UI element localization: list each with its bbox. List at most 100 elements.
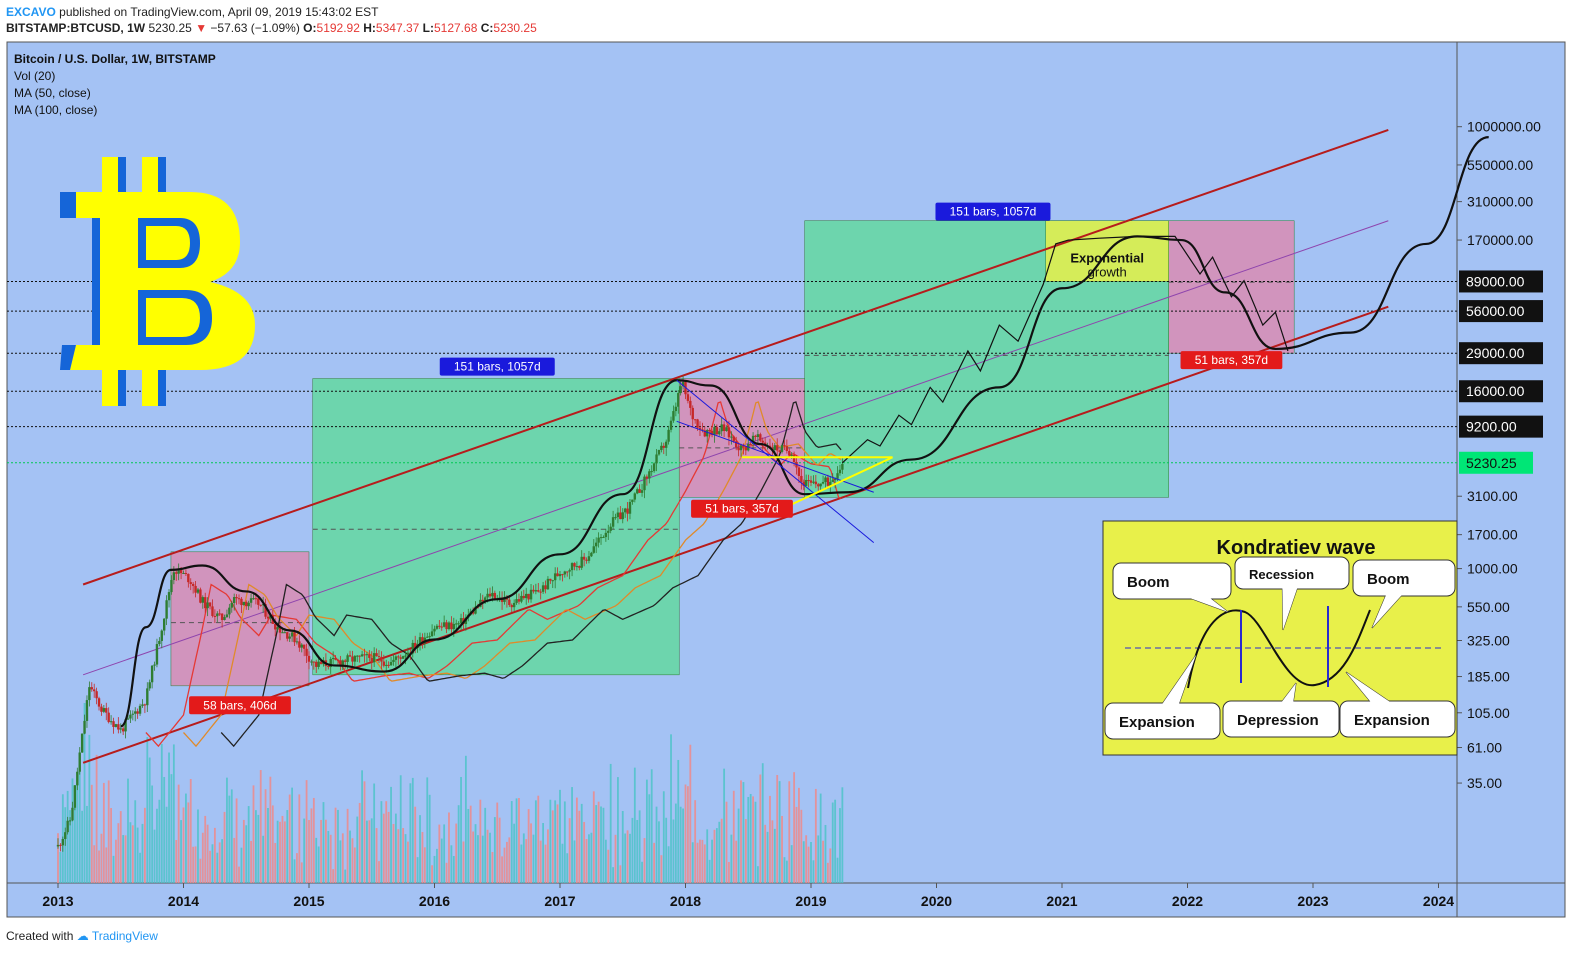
volume-bar [317,846,320,883]
candle-body [563,571,567,575]
candle-body [780,445,784,452]
volume-bar [631,817,634,883]
candle-body [541,585,545,592]
volume-bar [489,832,491,883]
candle-body [824,477,827,482]
candle-body [194,585,197,593]
candle-body [561,574,564,576]
candle-body [348,655,352,657]
candle-body [681,382,685,387]
volume-bar [368,820,371,883]
candle-body [650,471,653,473]
volume-bar [793,772,796,883]
candle-body [814,481,818,485]
candle-body [696,419,699,428]
volume-bar [404,834,407,883]
candle-body [66,820,69,833]
volume-bar [445,862,448,883]
volume-bar [276,820,279,883]
legend-ma50[interactable]: MA (50, close) [14,86,91,100]
candle-body [544,585,547,590]
candle-body [109,721,113,723]
volume-bar [431,865,433,883]
volume-bar [436,848,438,883]
volume-bar [744,819,747,883]
volume-bar [824,824,827,883]
candle-body [587,556,591,561]
candle-body [353,655,357,662]
candle-body [276,627,279,630]
volume-bar [122,835,125,883]
candle-body [126,718,130,720]
volume-bar [503,847,506,883]
volume-bar [742,782,745,883]
volume-bar [119,811,122,883]
volume-bar [259,770,262,883]
candle-body [582,556,586,560]
candle-body [713,427,716,436]
range-label-box [439,357,555,376]
volume-bar [341,833,344,883]
candle-body [744,446,748,451]
volume-bar [134,800,137,883]
volume-bar [580,803,583,883]
volume-bar [392,824,395,883]
candle-body [399,657,402,659]
author-link[interactable]: EXCAVO [6,5,56,19]
x-tick-label: 2015 [293,893,324,909]
candle-body [532,589,535,592]
candle-body [182,573,185,575]
volume-bar [798,787,800,883]
candle-body [510,605,513,608]
legend-vol[interactable]: Vol (20) [14,69,55,83]
volume-bar [267,808,269,883]
candle-body [117,724,120,730]
volume-bar [168,752,170,883]
candle-body [356,655,359,657]
volume-bar [76,772,79,883]
volume-bar [518,797,520,883]
volume-bar [474,824,477,883]
volume-bar [568,818,571,883]
volume-bar [677,759,680,883]
volume-bar [464,755,467,883]
tradingview-link[interactable]: TradingView [91,929,158,943]
candle-body [730,436,733,438]
legend-ma100[interactable]: MA (100, close) [14,103,97,117]
candle-body [631,499,634,502]
bubble-label-expansion: Expansion [1119,714,1195,731]
bubble-pointer-fill [1372,572,1413,628]
candle-body [370,657,373,663]
volume-bar [139,852,141,883]
volume-bar [303,818,306,883]
candle-body [223,617,226,621]
volume-bar [486,829,489,883]
bubble-label-depression: Depression [1237,712,1319,729]
candle-body [701,429,704,431]
trendline-down-1 [676,379,875,544]
candle-body [737,447,740,451]
time-axis-panel[interactable] [7,883,1565,917]
volume-bar [491,851,494,883]
volume-bar [366,820,368,883]
candle-body [100,706,103,712]
candle-body [829,481,832,486]
volume-bar [315,837,318,883]
volume-bar [334,807,337,883]
chart-legend[interactable]: Bitcoin / U.S. Dollar, 1W, BITSTAMP Vol … [14,52,216,117]
volume-bar [836,857,839,883]
candle-body [387,664,390,666]
candle-body [607,530,610,533]
candle-body [208,602,212,607]
candle-body [776,445,779,451]
volume-bar [235,798,238,883]
high-label: H: [363,21,376,35]
bubble-label-recession: Recession [1249,567,1314,582]
tradingview-logo-icon[interactable]: ☁ [76,929,89,943]
candle-body [756,434,760,437]
volume-bar [394,813,397,883]
candle-body [162,618,166,631]
volume-bar [534,800,537,883]
candle-body [693,419,697,421]
